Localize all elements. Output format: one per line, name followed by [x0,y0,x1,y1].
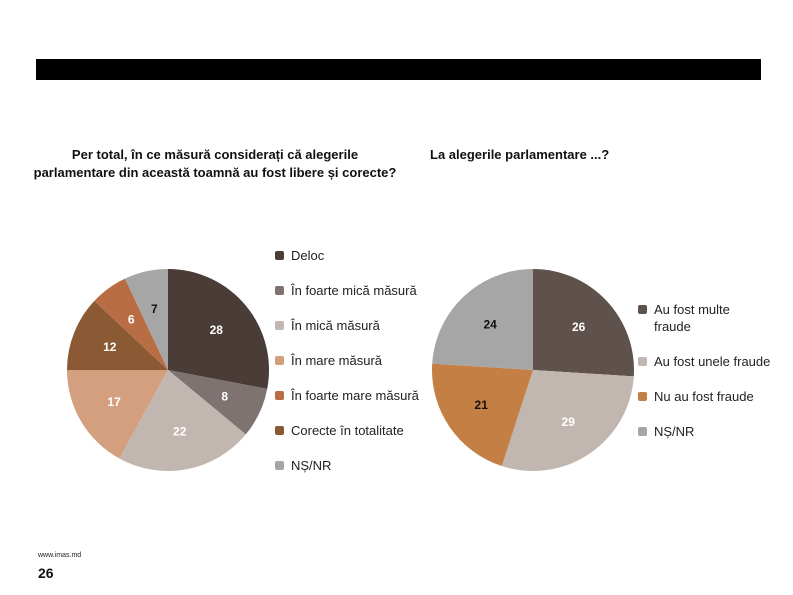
legend-swatch [638,427,647,436]
freedom-data-label-3: 17 [107,395,121,409]
legend-label: NȘ/NR [654,424,695,439]
legend-item-mare: În mare măsură [275,352,419,387]
legend-item-unele-fraude: Au fost unele fraude [638,353,770,370]
legend-swatch [275,321,284,330]
legend-swatch [275,426,284,435]
legend-swatch [275,461,284,470]
legend-item-deloc: Deloc [275,247,419,282]
legend-swatch [275,391,284,400]
fraud-slice-3 [432,269,533,370]
fraud-data-label-0: 26 [572,320,586,334]
legend-label: Au fost unele fraude [654,354,771,369]
fraud-slice-0 [533,269,634,377]
legend-item-nu-fraude: Nu au fost fraude [638,388,770,405]
legend-label: NȘ/NR [291,458,332,473]
footer-url: www.imas.md [38,552,82,559]
legend-fraud: Au fost multe fraude Au fost unele fraud… [638,301,770,458]
freedom-slice-6 [124,269,168,370]
legend-item-ns-nr: NȘ/NR [638,423,770,440]
freedom-data-label-4: 6 [128,312,135,326]
legend-label: Au fost multe fraude [654,302,730,334]
freedom-data-label-0: 28 [210,323,224,337]
chart-title-fraud: La alegerile parlamentare ...? [430,147,610,162]
pie-chart-fraud: 26 29 21 24 [432,269,634,471]
fraud-data-label-2: 21 [475,398,489,412]
legend-label: Corecte în totalitate [291,423,404,438]
freedom-data-label-6: 7 [151,302,158,316]
legend-freedom: Deloc În foarte mică măsură În mică măsu… [275,247,419,492]
legend-item-foarte-mare: În foarte mare măsură [275,387,419,422]
legend-swatch [275,356,284,365]
legend-label: Nu au fost fraude [654,389,754,404]
freedom-data-label-1: 8 [221,390,228,404]
legend-item-foarte-mica: În foarte mică măsură [275,282,419,317]
pie-chart-freedom: 28 8 22 17 12 6 7 [67,269,269,471]
page-number: 26 [38,565,54,581]
freedom-data-label-2: 22 [173,425,187,439]
freedom-slice-4 [94,278,168,370]
freedom-data-label-5: 12 [103,340,117,354]
legend-label: În foarte mare măsură [291,388,419,403]
legend-label: Deloc [291,248,325,263]
chart-title-freedom: Per total, în ce măsură considerați că a… [33,147,397,180]
fraud-data-label-1: 29 [562,415,576,429]
freedom-slice-0 [168,269,269,389]
legend-swatch [638,392,647,401]
legend-label: În foarte mică măsură [291,283,417,298]
freedom-slice-5 [67,300,168,370]
legend-swatch [638,357,647,366]
legend-swatch [275,251,284,260]
legend-item-multe-fraude: Au fost multe fraude [638,301,764,335]
fraud-slice-2 [432,363,533,467]
header-bar [36,59,761,80]
legend-item-ns-nr: NȘ/NR [275,457,419,492]
fraud-data-label-3: 24 [483,317,497,331]
freedom-slice-1 [168,370,268,435]
fraud-slice-1 [501,370,634,471]
legend-item-corecte: Corecte în totalitate [275,422,419,457]
legend-label: În mică măsură [291,318,380,333]
freedom-slice-3 [67,370,168,459]
legend-swatch [275,286,284,295]
legend-label: În mare măsură [291,353,383,368]
legend-swatch [638,305,647,314]
freedom-slice-2 [119,370,246,471]
legend-item-mica: În mică măsură [275,317,419,352]
